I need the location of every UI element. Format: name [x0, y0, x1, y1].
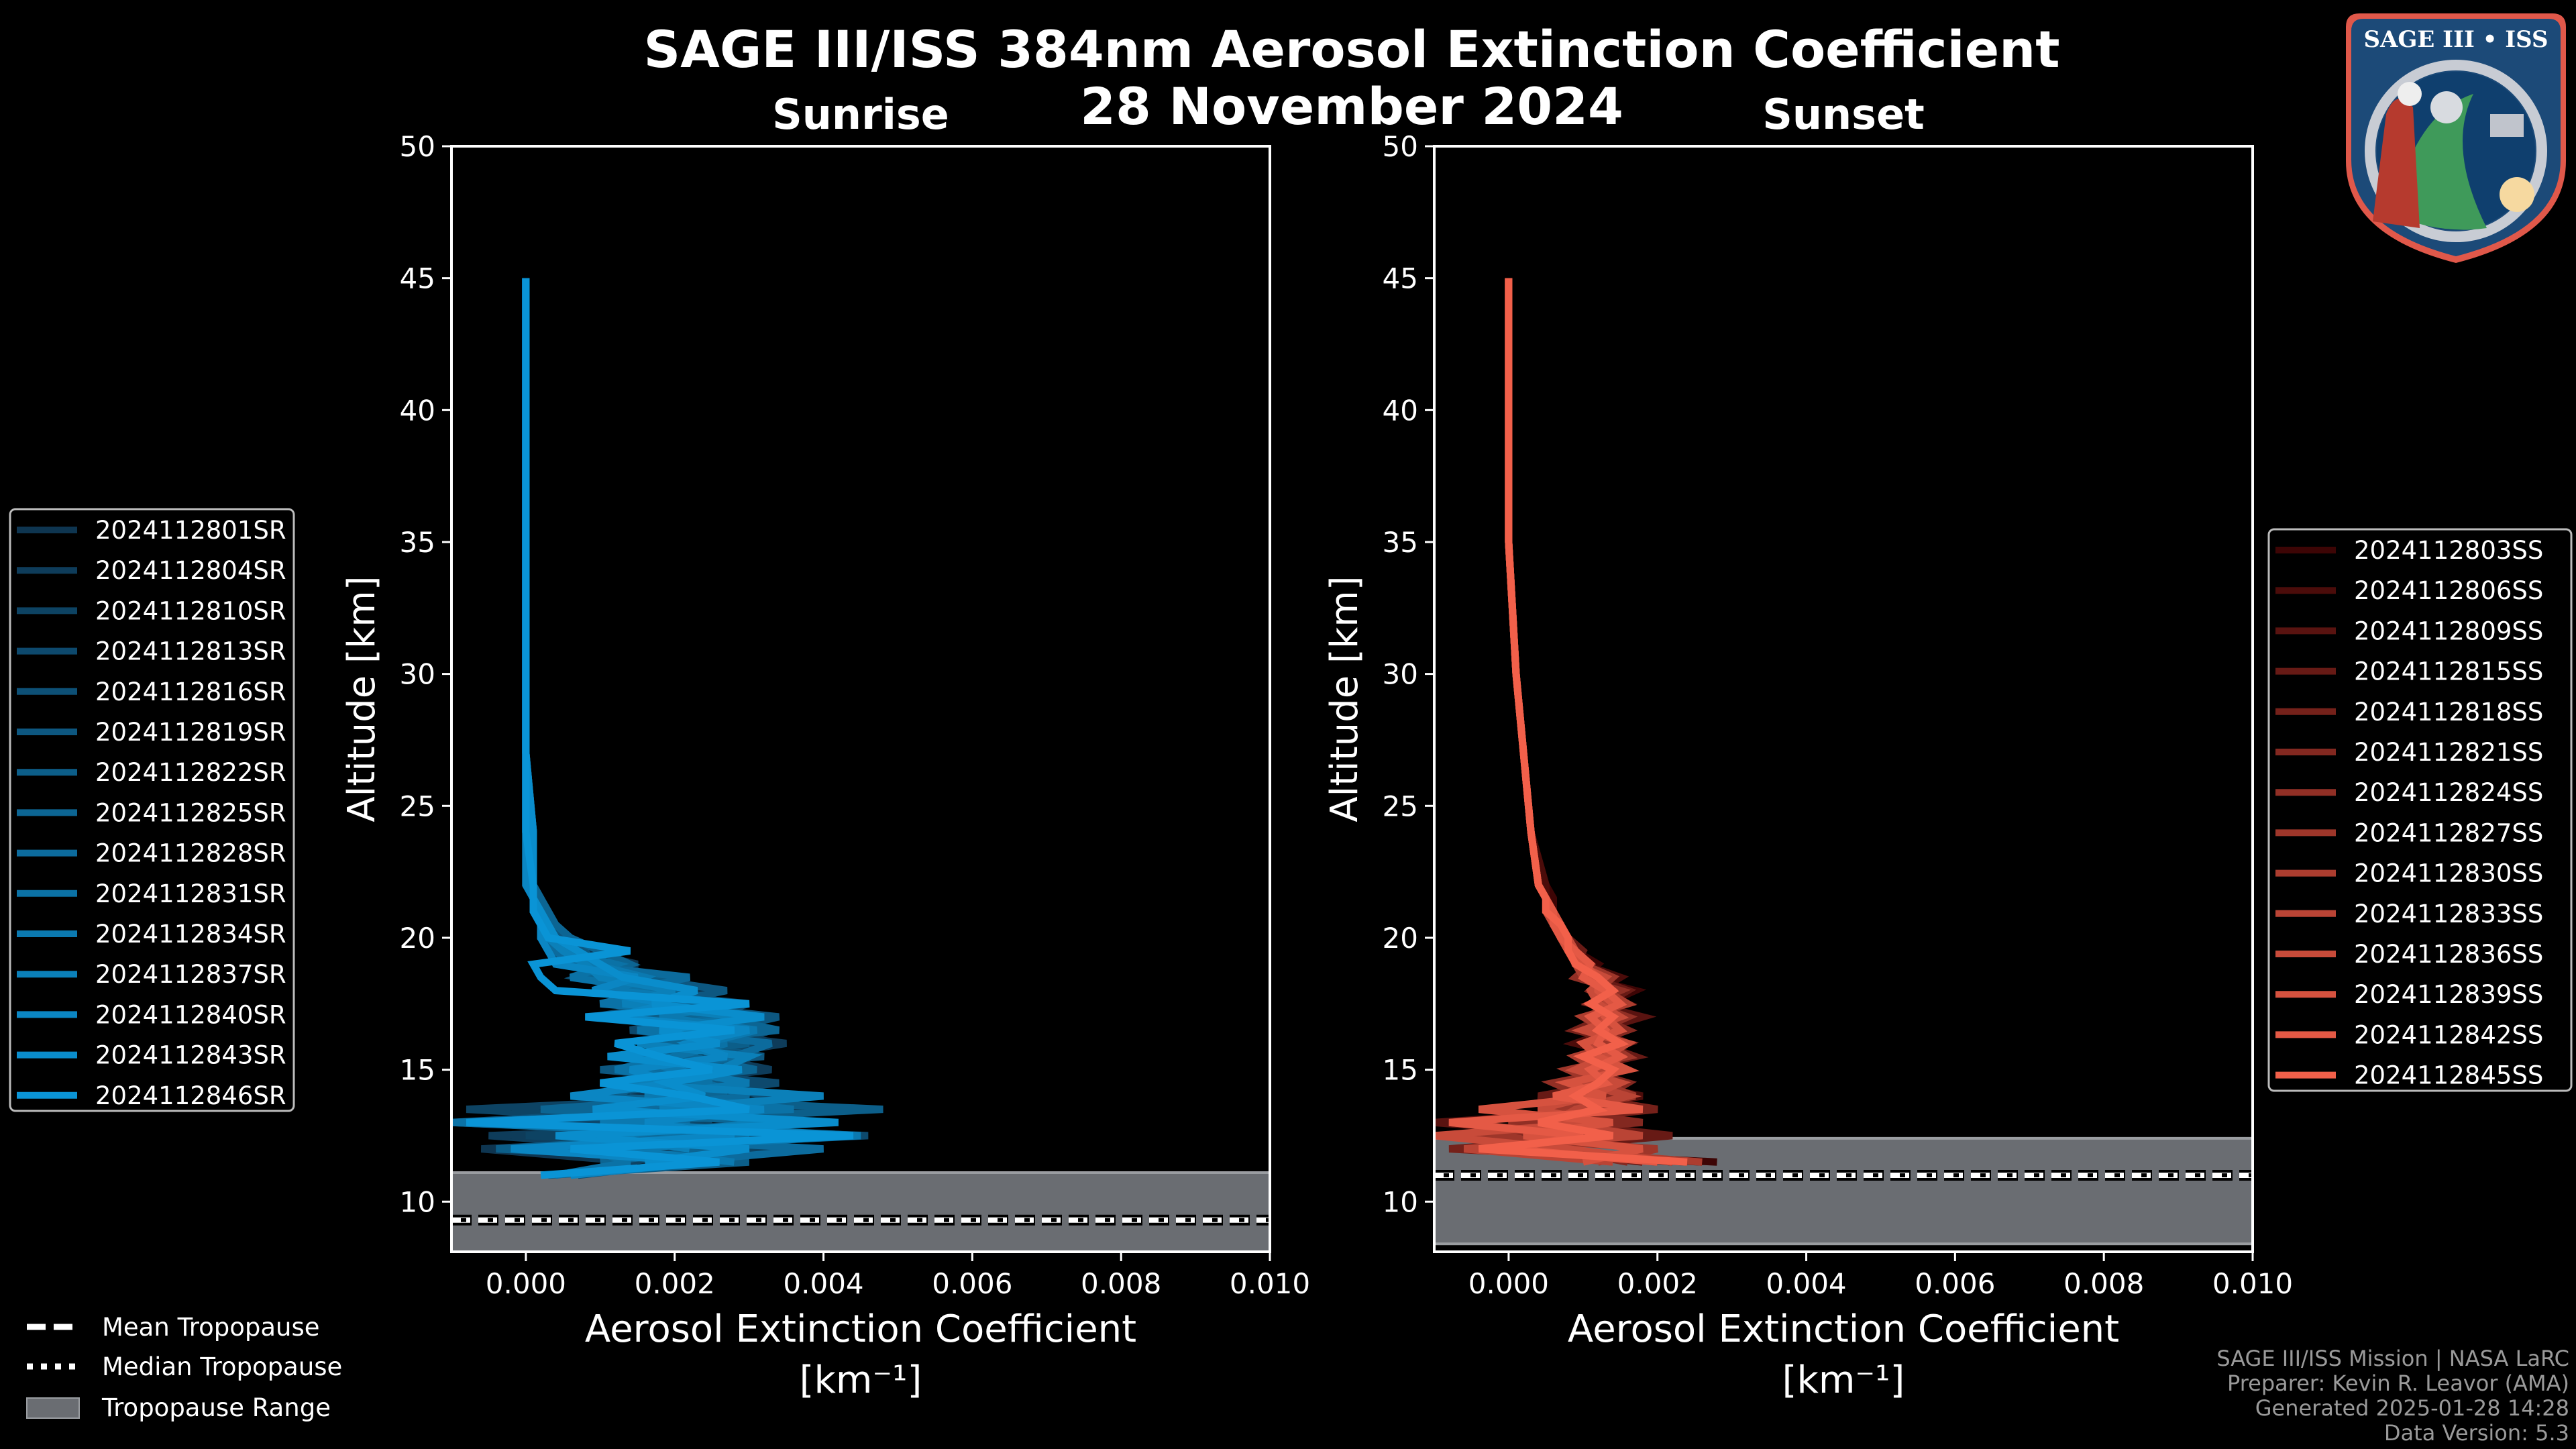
- sunset-y-tick-label: 30: [1383, 658, 1418, 691]
- sunrise-x-tick-label: 0.000: [486, 1267, 566, 1300]
- sunset-y-tick-label: 15: [1383, 1054, 1418, 1087]
- legend-label-2024112821SS: 2024112821SS: [2354, 738, 2543, 767]
- legend-label-2024112813SR: 2024112813SR: [95, 637, 286, 666]
- legend-label-2024112833SS: 2024112833SS: [2354, 900, 2543, 928]
- legend-label-2024112842SS: 2024112842SS: [2354, 1020, 2543, 1049]
- legend-label-2024112846SR: 2024112846SR: [95, 1081, 286, 1110]
- sunset-legend: 2024112803SS 2024112806SS 2024112809SS 2024…: [2267, 528, 2573, 1092]
- sunrise-profiles: [451, 278, 883, 1179]
- figure-date: 28 November 2024: [1080, 76, 1623, 136]
- legend-label-2024112837SR: 2024112837SR: [95, 960, 286, 989]
- sunset-profile-2024112845SS: [1478, 278, 1688, 1166]
- sunrise-x-axis-unit: [km⁻¹]: [800, 1358, 922, 1402]
- legend-label-2024112831SR: 2024112831SR: [95, 879, 286, 908]
- sunrise-x-tick-label: 0.004: [783, 1267, 863, 1300]
- sunrise-plot-area: [451, 146, 1270, 1252]
- credit-generated: Generated 2025-01-28 14:28: [2255, 1395, 2569, 1421]
- legend-label-2024112827SS: 2024112827SS: [2354, 818, 2543, 847]
- legend-label-2024112824SS: 2024112824SS: [2354, 778, 2543, 807]
- sunset-panel: 10 15 20 25 30 35 40 45 50 0.000 0.002 0.004 0.006 0.…: [1383, 130, 2294, 1300]
- sunrise-y-tick-label: 30: [400, 658, 435, 691]
- sunset-panel-title: Sunset: [1762, 90, 1925, 139]
- logo-title: SAGE III • ISS: [2363, 26, 2548, 53]
- legend-label-2024112834SR: 2024112834SR: [95, 920, 286, 949]
- credit-data-version: Data Version: 5.3: [2384, 1420, 2569, 1446]
- sunrise-y-tick-label: 35: [400, 526, 435, 559]
- figure-title: SAGE III/ISS 384nm Aerosol Extinction Co…: [643, 19, 2059, 79]
- legend-label-2024112822SR: 2024112822SR: [95, 758, 286, 787]
- sunrise-y-tick-label: 45: [400, 262, 435, 295]
- sage-iii-iss-mission-logo: SAGE III • ISS: [2346, 13, 2566, 263]
- sunrise-tropopause-range: [450, 1171, 1271, 1253]
- sunset-x-tick-label: 0.004: [1766, 1267, 1846, 1300]
- sunrise-y-tick-label: 10: [400, 1185, 435, 1218]
- legend-label-2024112806SS: 2024112806SS: [2354, 576, 2543, 605]
- sunset-x-axis-label: Aerosol Extinction Coefficient: [1568, 1307, 2119, 1351]
- sunset-x-axis-unit: [km⁻¹]: [1782, 1358, 1905, 1402]
- tropopause-range-label: Tropopause Range: [101, 1393, 331, 1422]
- sunrise-profile-2024112846SR: [466, 278, 854, 1179]
- credit-preparer: Preparer: Kevin R. Leavor (AMA): [2227, 1371, 2569, 1396]
- sunset-x-tick-label: 0.002: [1617, 1267, 1698, 1300]
- legend-label-2024112816SR: 2024112816SR: [95, 678, 286, 706]
- sunset-y-tick-label: 10: [1383, 1185, 1418, 1218]
- sunrise-legend: 2024112801SR 2024112804SR 2024112810SR 2024…: [9, 508, 295, 1112]
- sunset-axes-frame: [1433, 145, 2254, 1253]
- sunset-x-tick-label: 0.000: [1468, 1267, 1549, 1300]
- sunset-y-tick-label: 20: [1383, 922, 1418, 955]
- sunrise-panel: 10 15 20 25 30 35 40 45 50 0.000 0.002 0.004 0.006 0.…: [400, 130, 1311, 1300]
- legend-label-2024112803SS: 2024112803SS: [2354, 536, 2543, 565]
- legend-label-2024112804SR: 2024112804SR: [95, 556, 286, 585]
- legend-label-2024112840SR: 2024112840SR: [95, 1000, 286, 1029]
- sunset-y-tick-label: 40: [1383, 394, 1418, 427]
- legend-label-2024112818SS: 2024112818SS: [2354, 698, 2543, 727]
- credit-mission: SAGE III/ISS Mission | NASA LaRC: [2216, 1346, 2569, 1371]
- legend-label-2024112801SR: 2024112801SR: [95, 516, 286, 545]
- sunset-y-tick-label: 50: [1383, 130, 1418, 163]
- mean-tropopause-label: Mean Tropopause: [102, 1313, 320, 1342]
- legend-label-2024112839SS: 2024112839SS: [2354, 980, 2543, 1009]
- sunrise-y-axis-label: Altitude [km]: [340, 576, 384, 822]
- legend-label-2024112825SR: 2024112825SR: [95, 798, 286, 827]
- sunrise-y-tick-label: 50: [400, 130, 435, 163]
- sunrise-y-tick-label: 20: [400, 922, 435, 955]
- sunrise-x-tick-label: 0.010: [1230, 1267, 1310, 1300]
- sunrise-x-axis-label: Aerosol Extinction Coefficient: [585, 1307, 1136, 1351]
- sunset-x-tick-label: 0.006: [1915, 1267, 1995, 1300]
- legend-label-2024112819SR: 2024112819SR: [95, 718, 286, 747]
- tropopause-range-swatch: [26, 1397, 80, 1419]
- sunset-y-tick-label: 45: [1383, 262, 1418, 295]
- legend-label-2024112845SS: 2024112845SS: [2354, 1061, 2543, 1090]
- sunset-x-tick-label: 0.010: [2212, 1267, 2293, 1300]
- tropopause-legend: Mean Tropopause Median Tropopause Tropop…: [26, 1313, 342, 1422]
- legend-label-2024112830SS: 2024112830SS: [2354, 859, 2543, 888]
- legend-label-2024112815SS: 2024112815SS: [2354, 657, 2543, 686]
- median-tropopause-label: Median Tropopause: [102, 1352, 342, 1381]
- legend-label-2024112836SS: 2024112836SS: [2354, 940, 2543, 969]
- sunrise-y-tick-label: 25: [400, 790, 435, 822]
- legend-label-2024112828SR: 2024112828SR: [95, 839, 286, 868]
- sunrise-x-tick-label: 0.006: [932, 1267, 1012, 1300]
- sunset-y-tick-label: 35: [1383, 526, 1418, 559]
- sunrise-y-tick-label: 40: [400, 394, 435, 427]
- sunrise-axes-frame: [450, 145, 1271, 1253]
- sunset-profiles: [1434, 278, 1717, 1166]
- sunset-y-tick-label: 25: [1383, 790, 1418, 822]
- sunrise-x-tick-label: 0.002: [635, 1267, 715, 1300]
- sunset-y-axis-label: Altitude [km]: [1323, 576, 1366, 822]
- legend-label-2024112810SR: 2024112810SR: [95, 596, 286, 625]
- credits: SAGE III/ISS Mission | NASA LaRC Prepare…: [2216, 1346, 2569, 1446]
- sunrise-profile-2024112843SR: [522, 278, 839, 1166]
- legend-label-2024112843SR: 2024112843SR: [95, 1041, 286, 1070]
- sunrise-x-tick-label: 0.008: [1081, 1267, 1161, 1300]
- sunrise-y-tick-label: 15: [400, 1054, 435, 1087]
- sunrise-panel-title: Sunrise: [772, 90, 949, 139]
- sunset-x-tick-label: 0.008: [2063, 1267, 2144, 1300]
- legend-label-2024112809SS: 2024112809SS: [2354, 616, 2543, 645]
